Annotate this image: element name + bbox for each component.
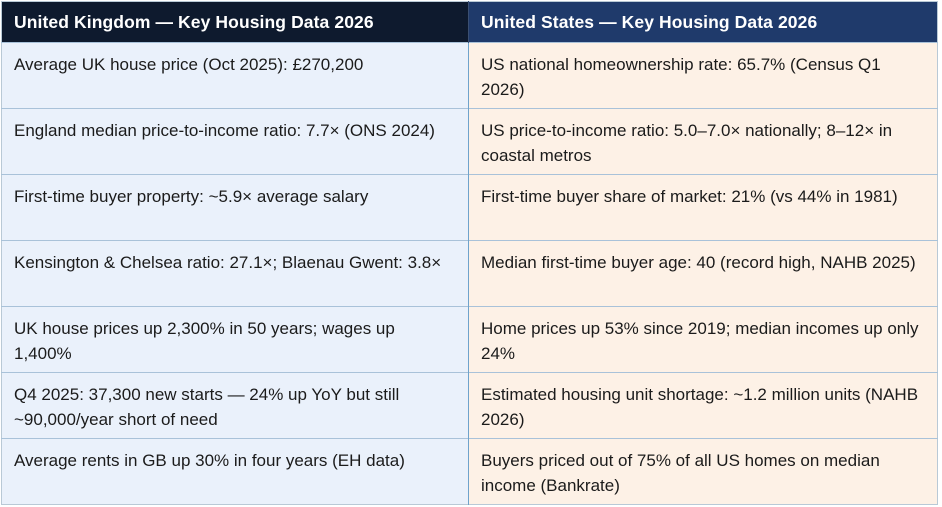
us-column-header: United States — Key Housing Data 2026 (468, 1, 938, 43)
us-cell: US price-to-income ratio: 5.0–7.0× natio… (468, 108, 938, 175)
us-cell: First-time buyer share of market: 21% (v… (468, 174, 938, 241)
uk-column-header: United Kingdom — Key Housing Data 2026 (1, 1, 469, 43)
us-cell: Estimated housing unit shortage: ~1.2 mi… (468, 372, 938, 439)
uk-cell: England median price-to-income ratio: 7.… (1, 108, 469, 175)
uk-cell: Average rents in GB up 30% in four years… (1, 438, 469, 505)
uk-cell: First-time buyer property: ~5.9× average… (1, 174, 469, 241)
table-row: Average rents in GB up 30% in four years… (1, 438, 938, 505)
uk-cell: Q4 2025: 37,300 new starts — 24% up YoY … (1, 372, 469, 439)
uk-cell: Average UK house price (Oct 2025): £270,… (1, 42, 469, 109)
table-row: First-time buyer property: ~5.9× average… (1, 174, 938, 241)
uk-cell: Kensington & Chelsea ratio: 27.1×; Blaen… (1, 240, 469, 307)
table-row: Average UK house price (Oct 2025): £270,… (1, 42, 938, 109)
us-cell: Home prices up 53% since 2019; median in… (468, 306, 938, 373)
table-row: Kensington & Chelsea ratio: 27.1×; Blaen… (1, 240, 938, 307)
header-row: United Kingdom — Key Housing Data 2026 U… (1, 1, 938, 43)
table-row: England median price-to-income ratio: 7.… (1, 108, 938, 175)
us-cell: Median first-time buyer age: 40 (record … (468, 240, 938, 307)
us-cell: Buyers priced out of 75% of all US homes… (468, 438, 938, 505)
table-row: Q4 2025: 37,300 new starts — 24% up YoY … (1, 372, 938, 439)
us-cell: US national homeownership rate: 65.7% (C… (468, 42, 938, 109)
table-row: UK house prices up 2,300% in 50 years; w… (1, 306, 938, 373)
uk-cell: UK house prices up 2,300% in 50 years; w… (1, 306, 469, 373)
